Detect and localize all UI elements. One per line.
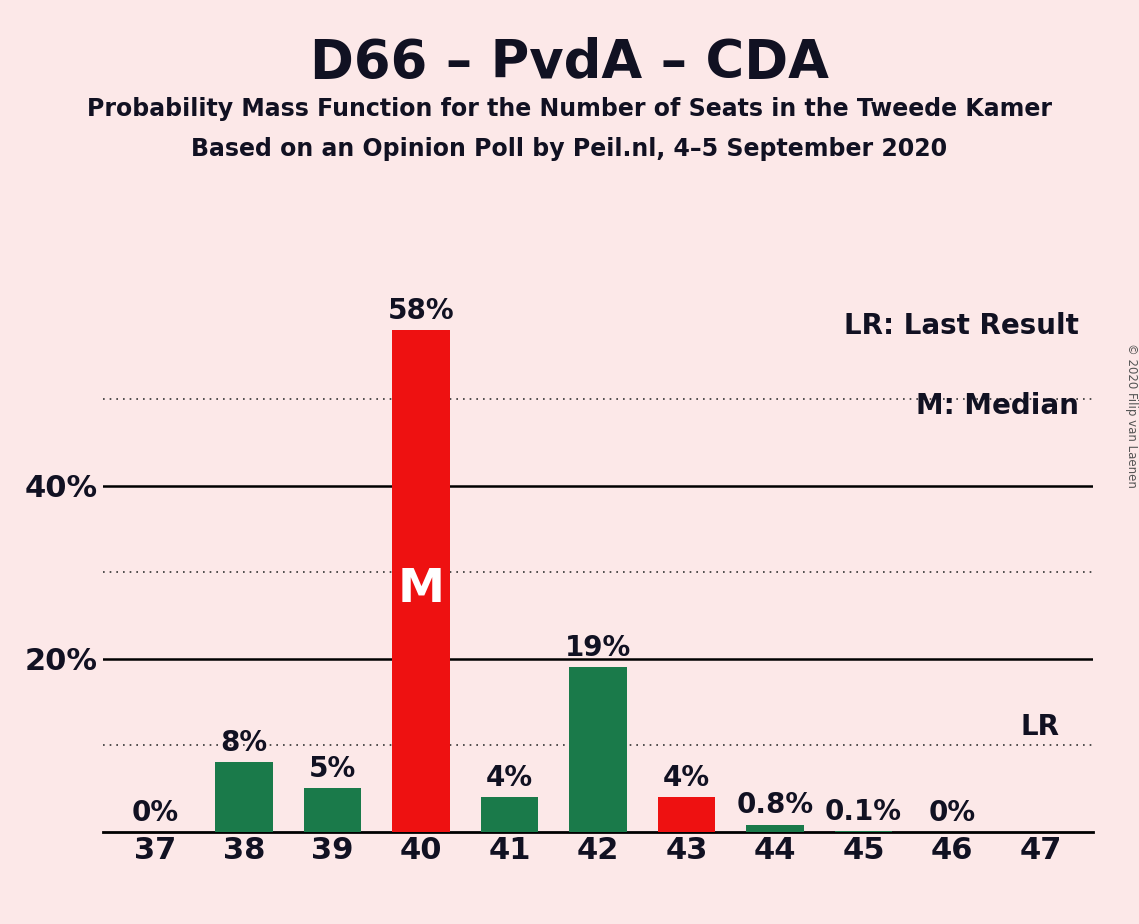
Text: M: M <box>398 567 444 612</box>
Bar <box>304 788 361 832</box>
Text: 0.1%: 0.1% <box>825 797 902 825</box>
Text: © 2020 Filip van Laenen: © 2020 Filip van Laenen <box>1124 344 1138 488</box>
Text: 8%: 8% <box>221 729 268 758</box>
Text: LR: LR <box>1021 712 1060 741</box>
Text: 0.8%: 0.8% <box>737 792 813 820</box>
Bar <box>392 330 450 832</box>
Text: 4%: 4% <box>486 764 533 792</box>
Text: M: Median: M: Median <box>916 392 1079 420</box>
Text: 0%: 0% <box>928 799 975 827</box>
Text: Probability Mass Function for the Number of Seats in the Tweede Kamer: Probability Mass Function for the Number… <box>87 97 1052 121</box>
Text: Based on an Opinion Poll by Peil.nl, 4–5 September 2020: Based on an Opinion Poll by Peil.nl, 4–5… <box>191 137 948 161</box>
Text: 58%: 58% <box>387 298 454 325</box>
Text: 19%: 19% <box>565 634 631 663</box>
Bar <box>481 797 539 832</box>
Bar <box>657 797 715 832</box>
Text: 4%: 4% <box>663 764 710 792</box>
Bar <box>570 667 626 832</box>
Text: D66 – PvdA – CDA: D66 – PvdA – CDA <box>310 37 829 89</box>
Bar <box>215 762 273 832</box>
Bar <box>746 825 804 832</box>
Text: 5%: 5% <box>309 755 357 784</box>
Text: 0%: 0% <box>132 799 179 827</box>
Text: LR: Last Result: LR: Last Result <box>844 311 1079 340</box>
